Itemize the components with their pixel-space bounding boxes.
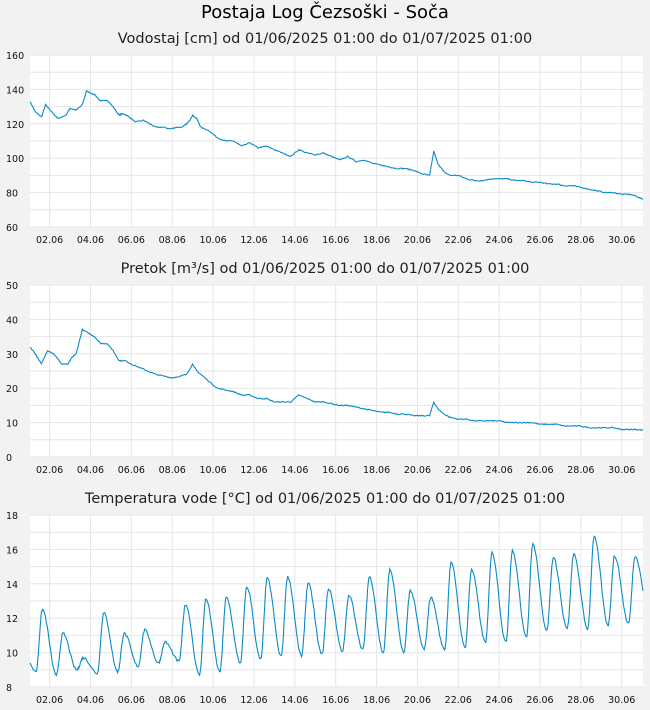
y-tick-label: 140: [6, 85, 24, 96]
x-tick-label: 14.06: [281, 235, 308, 246]
x-tick-label: 10.06: [199, 465, 226, 476]
x-tick-label: 02.06: [36, 235, 63, 246]
x-tick-label: 08.06: [159, 465, 186, 476]
x-tick-label: 26.06: [526, 235, 553, 246]
x-tick-label: 14.06: [281, 465, 308, 476]
x-tick-label: 02.06: [36, 695, 63, 706]
y-tick-label: 12: [6, 614, 18, 625]
chart-title-vodostaj: Vodostaj [cm] od 01/06/2025 01:00 do 01/…: [117, 31, 533, 47]
y-tick-label: 10: [6, 649, 18, 660]
x-tick-label: 30.06: [608, 695, 635, 706]
x-tick-label: 24.06: [486, 465, 513, 476]
y-tick-label: 14: [6, 580, 18, 591]
x-tick-label: 24.06: [486, 695, 513, 706]
chart-title-temperatura: Temperatura vode [°C] od 01/06/2025 01:0…: [84, 491, 566, 507]
x-tick-label: 18.06: [363, 695, 390, 706]
x-tick-label: 26.06: [526, 465, 553, 476]
x-tick-label: 12.06: [240, 695, 267, 706]
x-tick-label: 06.06: [118, 235, 145, 246]
y-tick-label: 60: [6, 223, 18, 234]
x-tick-label: 28.06: [567, 695, 594, 706]
x-tick-label: 14.06: [281, 695, 308, 706]
x-tick-label: 12.06: [240, 235, 267, 246]
x-tick-label: 04.06: [77, 235, 104, 246]
y-tick-label: 50: [6, 281, 18, 292]
y-tick-label: 16: [6, 545, 18, 556]
y-tick-label: 160: [6, 51, 24, 62]
x-tick-label: 06.06: [118, 695, 145, 706]
x-tick-label: 22.06: [445, 695, 472, 706]
y-tick-label: 30: [6, 350, 18, 361]
chart-title-pretok: Pretok [m³/s] od 01/06/2025 01:00 do 01/…: [120, 261, 530, 277]
x-tick-label: 24.06: [486, 235, 513, 246]
x-tick-label: 16.06: [322, 465, 349, 476]
x-tick-label: 16.06: [322, 235, 349, 246]
x-tick-label: 26.06: [526, 695, 553, 706]
series-line: [29, 327, 644, 432]
y-tick-label: 100: [6, 154, 24, 165]
x-tick-label: 30.06: [608, 465, 635, 476]
x-tick-label: 28.06: [567, 465, 594, 476]
x-tick-label: 10.06: [199, 235, 226, 246]
x-tick-label: 06.06: [118, 465, 145, 476]
y-tick-label: 120: [6, 120, 24, 131]
x-tick-label: 08.06: [159, 235, 186, 246]
x-tick-label: 12.06: [240, 465, 267, 476]
x-tick-label: 20.06: [404, 465, 431, 476]
y-tick-label: 0: [6, 453, 12, 464]
x-tick-label: 22.06: [445, 235, 472, 246]
x-tick-label: 16.06: [322, 695, 349, 706]
y-tick-label: 80: [6, 189, 18, 200]
page-title: Postaja Log Čezsoški - Soča: [201, 2, 449, 23]
x-tick-label: 08.06: [159, 695, 186, 706]
y-tick-label: 8: [6, 683, 12, 694]
x-tick-label: 04.06: [77, 695, 104, 706]
series-line: [29, 90, 644, 200]
x-tick-label: 04.06: [77, 465, 104, 476]
series-line: [29, 535, 644, 677]
y-tick-label: 40: [6, 315, 18, 326]
x-tick-label: 28.06: [567, 235, 594, 246]
y-tick-label: 18: [6, 511, 18, 522]
x-tick-label: 02.06: [36, 465, 63, 476]
y-tick-label: 20: [6, 384, 18, 395]
x-tick-label: 18.06: [363, 465, 390, 476]
x-tick-label: 30.06: [608, 235, 635, 246]
x-tick-label: 20.06: [404, 695, 431, 706]
y-tick-label: 10: [6, 419, 18, 430]
x-tick-label: 20.06: [404, 235, 431, 246]
x-tick-label: 18.06: [363, 235, 390, 246]
x-tick-label: 10.06: [199, 695, 226, 706]
x-tick-label: 22.06: [445, 465, 472, 476]
